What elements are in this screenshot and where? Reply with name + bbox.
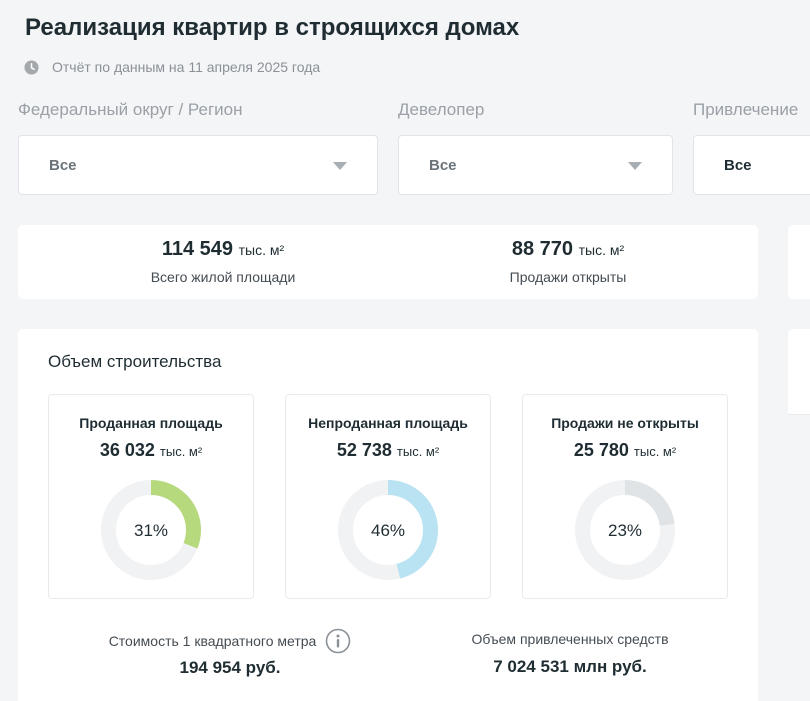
region-select[interactable]: Все bbox=[18, 135, 378, 195]
side-card-right bbox=[788, 329, 810, 415]
stat-total-area-value: 114 549 тыс. м² bbox=[161, 238, 285, 260]
filter-label-developer: Девелопер bbox=[398, 100, 485, 119]
donut-percent-label: 46% bbox=[370, 521, 406, 540]
report-date-text: Отчёт по данным на 11 апреля 2025 года bbox=[52, 59, 321, 75]
donut-percent-label: 31% bbox=[133, 521, 169, 540]
card-value: 36 032 тыс. м² bbox=[99, 440, 203, 460]
donut-chart bbox=[575, 480, 675, 580]
region-select-value: Все bbox=[49, 157, 77, 174]
info-icon[interactable] bbox=[325, 628, 351, 654]
chevron-down-icon bbox=[333, 162, 347, 170]
donut-arc bbox=[101, 480, 201, 580]
filter-label-region: Федеральный округ / Регион bbox=[18, 100, 243, 119]
donut-arc bbox=[338, 480, 438, 580]
card-title: Продажи не открыты bbox=[551, 415, 699, 431]
card-value: 52 738 тыс. м² bbox=[336, 440, 440, 460]
stat-sales-open-value: 88 770 тыс. м² bbox=[511, 238, 625, 260]
price-label: Стоимость 1 квадратного метра bbox=[108, 633, 317, 649]
card-value: 25 780 тыс. м² bbox=[573, 440, 677, 460]
funds-value: 7 024 531 млн руб. bbox=[493, 657, 647, 676]
attracted-funds: Объем привлеченных средств 7 024 531 млн… bbox=[420, 631, 720, 677]
unsold-area-card: Непроданная площадь 52 738 тыс. м² 46% bbox=[285, 394, 491, 599]
page-title: Реализация квартир в строящихся домах bbox=[25, 14, 520, 41]
price-value: 194 954 руб. bbox=[179, 658, 281, 677]
summary-card bbox=[18, 225, 758, 299]
funding-select[interactable]: Все bbox=[693, 135, 810, 195]
developer-select[interactable]: Все bbox=[398, 135, 673, 195]
clock-icon bbox=[24, 59, 39, 75]
section-title: Объем строительства bbox=[48, 352, 222, 371]
donut-arc bbox=[575, 480, 675, 580]
sales-not-open-card: Продажи не открыты 25 780 тыс. м² 23% bbox=[522, 394, 728, 599]
chevron-down-icon bbox=[628, 162, 642, 170]
filter-label-funding: Привлечение bbox=[693, 100, 799, 119]
price-per-sqm: Стоимость 1 квадратного метра 194 954 ру… bbox=[80, 628, 380, 678]
summary-card-right bbox=[788, 225, 810, 299]
stat-total-area: 114 549 тыс. м² Всего жилой площади bbox=[113, 238, 333, 285]
stat-sales-open: 88 770 тыс. м² Продажи открыты bbox=[458, 238, 678, 285]
card-title: Непроданная площадь bbox=[308, 415, 468, 431]
stat-sales-open-label: Продажи открыты bbox=[509, 269, 627, 285]
donut-chart bbox=[101, 480, 201, 580]
developer-select-value: Все bbox=[429, 157, 457, 174]
funding-select-value: Все bbox=[724, 157, 752, 174]
donut-chart bbox=[338, 480, 438, 580]
donut-percent-label: 23% bbox=[607, 521, 643, 540]
funds-label: Объем привлеченных средств bbox=[471, 631, 669, 647]
card-title: Проданная площадь bbox=[79, 415, 223, 431]
report-date: Отчёт по данным на 11 апреля 2025 года bbox=[24, 59, 320, 75]
stat-total-area-label: Всего жилой площади bbox=[150, 269, 296, 285]
sold-area-card: Проданная площадь 36 032 тыс. м² 31% bbox=[48, 394, 254, 599]
